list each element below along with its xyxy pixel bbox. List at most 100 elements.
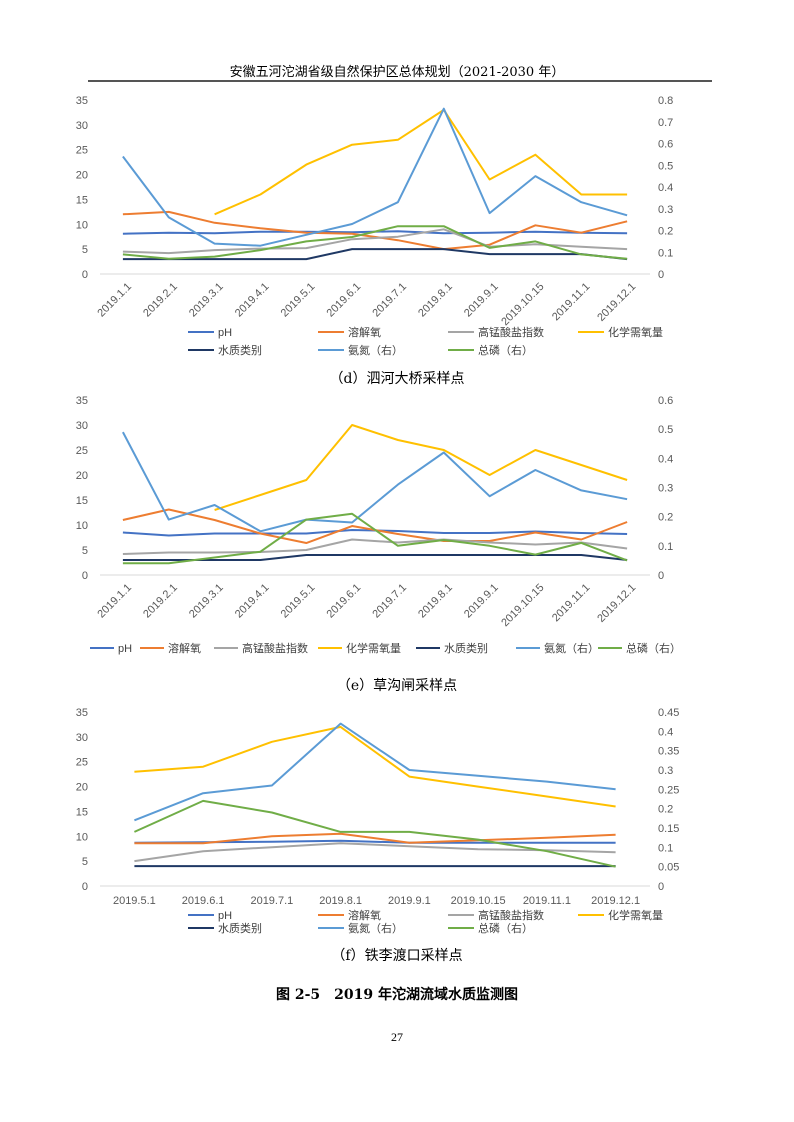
- x-tick-label: 2019.2.1: [141, 582, 180, 621]
- y2-tick-label: 0.2: [658, 804, 673, 816]
- y2-tick-label: 0.3: [658, 483, 673, 495]
- y2-tick-label: 0.8: [658, 95, 673, 107]
- x-tick-label: 2019.9.1: [462, 281, 501, 320]
- y2-tick-label: 0.15: [658, 823, 679, 835]
- x-tick-label: 2019.6.1: [182, 895, 225, 907]
- y-tick-label: 5: [82, 856, 88, 868]
- y-tick-label: 15: [76, 495, 88, 507]
- legend-label-do: 溶解氧: [168, 641, 201, 655]
- legend-label-cod: 化学需氧量: [346, 641, 401, 655]
- series-line-wqclass: [122, 554, 628, 561]
- x-tick-label: 2019.11.1: [523, 895, 571, 907]
- x-tick-label: 2019.10.15: [499, 582, 546, 629]
- x-tick-label: 2019.2.1: [141, 281, 180, 320]
- y2-tick-label: 0.1: [658, 842, 673, 854]
- y2-tick-label: 0: [658, 881, 664, 893]
- y-tick-label: 30: [76, 732, 88, 744]
- y2-tick-label: 0.6: [658, 139, 673, 151]
- x-tick-label: 2019.4.1: [233, 582, 272, 621]
- x-tick-label: 2019.12.1: [595, 281, 638, 324]
- legend-label-wqclass: 水质类别: [444, 641, 488, 655]
- legend-label-pH: pH: [218, 910, 232, 922]
- series-line-nh3n: [122, 107, 628, 247]
- x-tick-label: 2019.9.1: [462, 582, 501, 621]
- series-line-cod: [214, 108, 628, 216]
- legend-label-pH: pH: [218, 327, 232, 339]
- x-tick-label: 2019.5.1: [113, 895, 156, 907]
- series-line-tp: [122, 512, 628, 565]
- legend-label-codmn: 高锰酸盐指数: [242, 641, 308, 655]
- y-tick-label: 30: [76, 120, 88, 132]
- y2-tick-label: 0.1: [658, 541, 673, 553]
- y-tick-label: 10: [76, 520, 88, 532]
- legend-label-do: 溶解氧: [348, 325, 381, 339]
- y-tick-label: 20: [76, 470, 88, 482]
- y-tick-label: 0: [82, 269, 88, 281]
- x-tick-label: 2019.9.1: [388, 895, 431, 907]
- x-tick-label: 2019.11.1: [550, 281, 593, 324]
- legend-label-codmn: 高锰酸盐指数: [478, 325, 544, 339]
- chart-tieli-ferry: 0 5 10 15 20 25 30 35 0 0.05 0.1 0.15 0.2 0.25 0.3 0.35…: [76, 707, 680, 935]
- y2-tick-label: 0.3: [658, 204, 673, 216]
- y2-tick-label: 0.5: [658, 424, 673, 436]
- x-tick-label: 2019.10.15: [451, 895, 506, 907]
- legend-label-nh3n: 氨氮（右）: [348, 921, 403, 935]
- x-tick-label: 2019.8.1: [319, 895, 362, 907]
- y-tick-label: 10: [76, 831, 88, 843]
- y-tick-label: 5: [82, 545, 88, 557]
- series-line-cod: [214, 424, 628, 511]
- x-tick-label: 2019.7.1: [370, 582, 409, 621]
- series-line-codmn: [122, 228, 628, 255]
- y-tick-label: 20: [76, 782, 88, 794]
- y-tick-label: 5: [82, 244, 88, 256]
- y-tick-label: 0: [82, 570, 88, 582]
- y-tick-label: 35: [76, 95, 88, 107]
- x-tick-label: 2019.7.1: [370, 281, 409, 320]
- y2-tick-label: 0.1: [658, 247, 673, 259]
- y2-tick-label: 0.3: [658, 765, 673, 777]
- y2-tick-label: 0.45: [658, 707, 679, 719]
- header-title: 安徽五河沱湖省级自然保护区总体规划（2021-2030 年）: [229, 65, 565, 80]
- y2-tick-label: 0: [658, 269, 664, 281]
- x-tick-label: 2019.7.1: [250, 895, 293, 907]
- x-tick-label: 2019.10.15: [499, 281, 546, 328]
- y2-tick-label: 0.35: [658, 746, 679, 758]
- series-line-cod: [134, 725, 616, 808]
- legend-label-pH: pH: [118, 643, 132, 655]
- legend-label-tp: 总磷（右）: [478, 921, 533, 935]
- y2-tick-label: 0.2: [658, 226, 673, 238]
- x-tick-label: 2019.3.1: [187, 582, 226, 621]
- y-tick-label: 25: [76, 757, 88, 769]
- y-tick-label: 25: [76, 445, 88, 457]
- y2-tick-label: 0.25: [658, 784, 679, 796]
- x-tick-label: 2019.3.1: [187, 281, 226, 320]
- chart-caogou-gate: 0 5 10 15 20 25 30 35 0 0.1 0.2 0.3 0.4 0.5 0.6 2019.1.…: [76, 395, 681, 655]
- x-tick-label: 2019.6.1: [325, 281, 364, 320]
- legend-label-nh3n: 氨氮（右）: [348, 343, 403, 357]
- y2-tick-label: 0.05: [658, 862, 679, 874]
- series-line-do: [122, 508, 628, 544]
- legend-label-cod: 化学需氧量: [608, 908, 663, 922]
- x-tick-label: 2019.5.1: [279, 281, 318, 320]
- series-line-wqclass: [122, 248, 628, 261]
- caption-chart-d: （d）泗河大桥采样点: [329, 371, 465, 387]
- series-line-tp: [133, 799, 616, 868]
- y2-tick-label: 0.6: [658, 395, 673, 407]
- y-tick-label: 20: [76, 170, 88, 182]
- x-tick-label: 2019.8.1: [416, 582, 455, 621]
- series-line-tp: [122, 225, 628, 260]
- y2-tick-label: 0.4: [658, 726, 673, 738]
- y2-tick-label: 0.7: [658, 117, 673, 129]
- x-tick-label: 2019.12.1: [595, 582, 638, 625]
- series-line-nh3n: [134, 722, 616, 822]
- x-tick-label: 2019.1.1: [95, 281, 134, 320]
- series-line-do: [134, 832, 616, 845]
- legend-label-nh3n: 氨氮（右）: [544, 641, 599, 655]
- y2-tick-label: 0.2: [658, 512, 673, 524]
- y-tick-label: 30: [76, 420, 88, 432]
- legend-label-codmn: 高锰酸盐指数: [478, 908, 544, 922]
- y-tick-label: 35: [76, 707, 88, 719]
- figure-caption: 图 2-5 2019 年沱湖流域水质监测图: [275, 987, 518, 1003]
- x-tick-label: 2019.5.1: [279, 582, 318, 621]
- series-line-nh3n: [122, 431, 628, 533]
